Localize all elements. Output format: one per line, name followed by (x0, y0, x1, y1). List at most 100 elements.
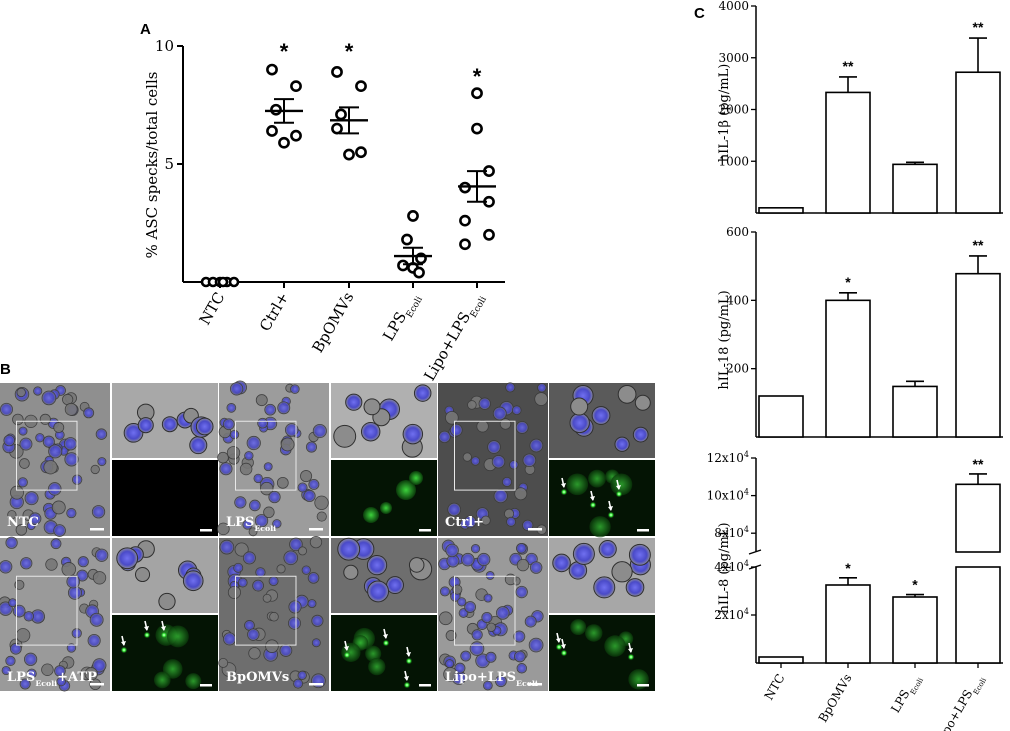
cell (314, 495, 329, 511)
cell (445, 659, 455, 669)
cell (522, 453, 537, 468)
panel-c3-ytick-mantissa: 12x10 (707, 451, 744, 465)
panel-c-significance: * (845, 274, 851, 290)
micrograph-label: LPSEcoli+ATP (7, 670, 97, 688)
cell (485, 571, 495, 580)
cell (218, 658, 229, 668)
cell (5, 655, 16, 667)
panel-c-marks: 1000200030004000****200400600***2x1044x1… (707, 0, 1003, 731)
cell (242, 519, 253, 530)
cell (470, 456, 481, 466)
cell (509, 460, 519, 470)
panel-c3-ytick-exponent: 4 (744, 488, 749, 497)
cell (5, 536, 18, 549)
panel-a-marks: * * * (200, 39, 496, 288)
zoom-cell (598, 540, 617, 559)
cell (528, 637, 544, 653)
micrograph-label-main: Ctrl+ (445, 515, 484, 530)
cell (226, 403, 237, 413)
cell (50, 538, 62, 550)
micrograph-label-sub: Ecoli (254, 524, 276, 533)
cell (246, 435, 261, 451)
cell (524, 615, 537, 628)
panel-a-point (290, 80, 302, 93)
cell (56, 676, 66, 687)
cell (499, 418, 512, 430)
cell (24, 491, 39, 506)
cell (15, 524, 28, 536)
panel-a-point (407, 210, 419, 222)
panel-c-bar (955, 71, 1001, 214)
zoom-cell (333, 424, 357, 448)
panel-c-ytick-label: 1000 (718, 154, 749, 168)
cell (239, 462, 253, 476)
cell (12, 604, 26, 618)
panel-a-point (355, 146, 367, 159)
scale-bar (419, 529, 431, 532)
cell (42, 435, 55, 448)
zoom-region-box (235, 575, 297, 646)
cell (237, 577, 248, 588)
cell (23, 611, 34, 622)
panel-a-significance: * (473, 64, 482, 89)
panel-a-ytick-label: 5 (164, 155, 174, 173)
cell (66, 574, 81, 589)
cell (463, 515, 477, 529)
micrograph-label: NTC (7, 515, 39, 530)
panel-a-xtick-label-main: Ctrl+ (256, 289, 293, 334)
panel-c3-ytick-label: 10x104 (707, 488, 749, 503)
cell (449, 423, 463, 437)
cell (64, 402, 78, 416)
micrograph-set: BpOMVs (218, 536, 437, 691)
micrograph-set: LPSEcoli (217, 380, 437, 537)
cell (254, 514, 269, 528)
cell (276, 476, 289, 489)
micrograph-set: LPSEcoli+ATP (0, 536, 218, 692)
cell (290, 384, 300, 394)
panel-c-significance: ** (973, 237, 984, 253)
panel-a-point (331, 122, 343, 135)
panel-c3-bar (892, 596, 938, 664)
cell (279, 644, 293, 657)
asc-speck (627, 653, 635, 661)
cell (516, 663, 527, 674)
cell (522, 519, 534, 531)
cell (61, 562, 77, 577)
cell (445, 630, 457, 641)
cell (492, 406, 507, 421)
cell (84, 667, 98, 681)
cell (288, 600, 302, 614)
cell (64, 452, 79, 467)
zoom-cell (632, 426, 649, 443)
panel-a-point (355, 80, 367, 93)
micrograph-label-main: LPS (7, 670, 35, 685)
cell (470, 544, 481, 554)
panel-a-point (397, 259, 409, 272)
cell (511, 405, 522, 416)
cell (87, 633, 101, 648)
zoom-cell (569, 412, 590, 434)
cell (15, 628, 31, 643)
asc-speck (382, 639, 390, 647)
panel-a-xtick-label-main: NTC (196, 289, 229, 328)
panel-c2-ylabel: hIL-18 (pg/mL) (717, 290, 732, 389)
panel-a-point (228, 276, 240, 288)
cell (54, 665, 66, 677)
panel-a-ytick-label: 10 (155, 37, 174, 55)
green-cell (365, 645, 382, 662)
panel-a-point (413, 266, 425, 279)
zoom-cell (363, 398, 381, 416)
panel-c-bar (892, 385, 938, 438)
cell (219, 539, 235, 555)
cell (464, 601, 477, 613)
cell (66, 643, 77, 653)
cell (297, 670, 307, 680)
zoom-cell (634, 394, 651, 411)
scale-bar (528, 683, 542, 686)
asc-speck (405, 657, 413, 665)
zoom-cell (189, 436, 208, 455)
panel-a-point (401, 233, 413, 246)
micrograph-label: BpOMVs (226, 670, 289, 685)
zoom-cell (628, 543, 651, 566)
panel-c3-bar (825, 584, 871, 664)
